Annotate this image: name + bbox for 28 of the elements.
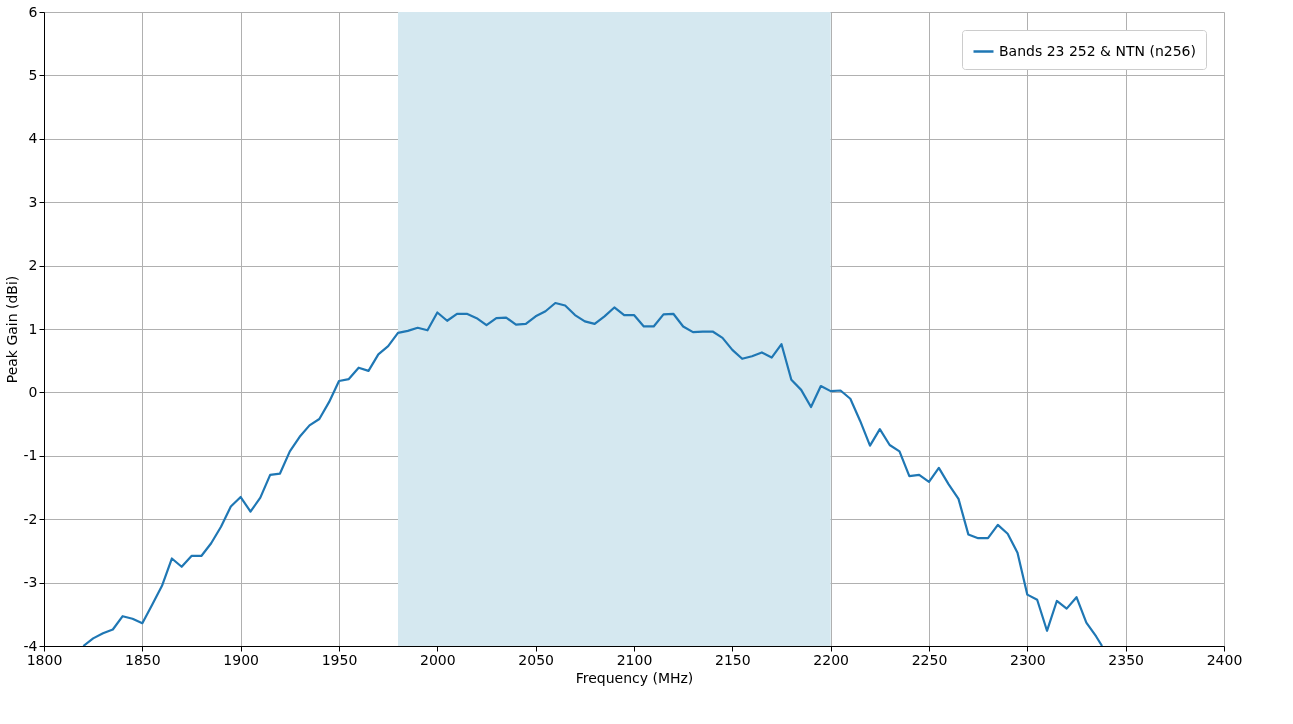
x-tick-label: 2350 (1108, 651, 1144, 668)
x-tick-label: 1950 (321, 651, 358, 668)
x-tick-label: 2250 (911, 651, 948, 668)
y-axis-title: Peak Gain (dBi) (3, 275, 20, 384)
x-tick-label: 2000 (420, 651, 456, 668)
x-tick-label: 1800 (26, 651, 63, 668)
legend-label: Bands 23 252 & NTN (n256) (999, 42, 1196, 59)
y-tick-label: 4 (28, 130, 38, 147)
x-axis-title: Frequency (MHz) (575, 669, 694, 686)
y-tick-label: 6 (28, 3, 38, 20)
x-tick-label: 2050 (518, 651, 554, 668)
x-tick-label: 2200 (813, 651, 849, 668)
y-tick-label: -1 (23, 447, 38, 464)
y-tick-label: 3 (28, 193, 38, 210)
y-tick-label: 1 (28, 320, 38, 337)
x-tick-label: 2100 (616, 651, 653, 668)
y-tick-label: -3 (23, 574, 38, 591)
x-tick-label: 2300 (1010, 651, 1046, 668)
line-series (82, 301, 1104, 646)
y-tick-label: 0 (28, 383, 38, 400)
y-tick-label: 2 (28, 257, 38, 274)
x-tick-label: 2400 (1206, 651, 1243, 668)
x-tick-label: 1850 (125, 651, 161, 668)
x-tick-label: 1900 (223, 651, 259, 668)
y-tick-label: -4 (23, 637, 38, 654)
y-tick-label: 5 (28, 66, 38, 83)
y-tick-label: -2 (23, 510, 38, 527)
x-tick-label: 2150 (715, 651, 751, 668)
